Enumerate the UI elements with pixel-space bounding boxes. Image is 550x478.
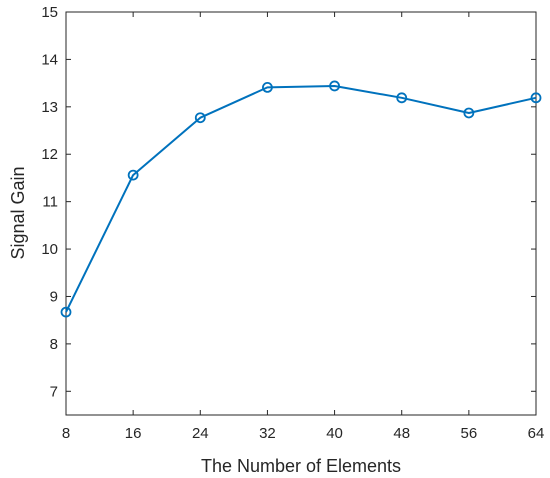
x-tick-label: 32 [259, 425, 276, 442]
data-point-marker [194, 112, 206, 124]
y-tick-label: 9 [50, 288, 58, 305]
data-point-marker [396, 92, 408, 104]
x-tick-label: 64 [528, 425, 545, 442]
x-tick-label: 8 [62, 425, 70, 442]
data-point-marker [262, 81, 273, 93]
y-tick-label: 15 [41, 4, 58, 21]
series-layer [60, 80, 542, 318]
data-point-marker [530, 92, 542, 104]
series-line [65, 85, 537, 313]
y-tick-label: 7 [50, 383, 58, 400]
data-point-marker [463, 107, 475, 119]
y-tick-label: 8 [50, 336, 58, 353]
x-axis: 8 16 24 32 40 48 56 64 [62, 12, 545, 442]
y-tick-label: 10 [41, 241, 58, 258]
y-axis: 7 8 9 10 11 12 13 14 15 [41, 4, 536, 400]
x-tick-label: 56 [461, 425, 478, 442]
y-tick-label: 13 [41, 99, 58, 116]
x-tick-label: 24 [192, 425, 209, 442]
x-tick-label: 48 [393, 425, 410, 442]
data-point-marker [127, 169, 139, 181]
x-tick-label: 16 [125, 425, 142, 442]
data-point-marker [329, 80, 340, 92]
data-point-marker [60, 306, 72, 318]
y-tick-label: 11 [42, 194, 58, 211]
y-tick-label: 12 [41, 146, 58, 163]
plot-area [65, 11, 537, 416]
y-tick-label: 14 [41, 51, 58, 68]
x-axis-label: The Number of Elements [201, 456, 401, 476]
y-axis-label: Signal Gain [8, 166, 28, 259]
x-tick-label: 40 [326, 425, 343, 442]
